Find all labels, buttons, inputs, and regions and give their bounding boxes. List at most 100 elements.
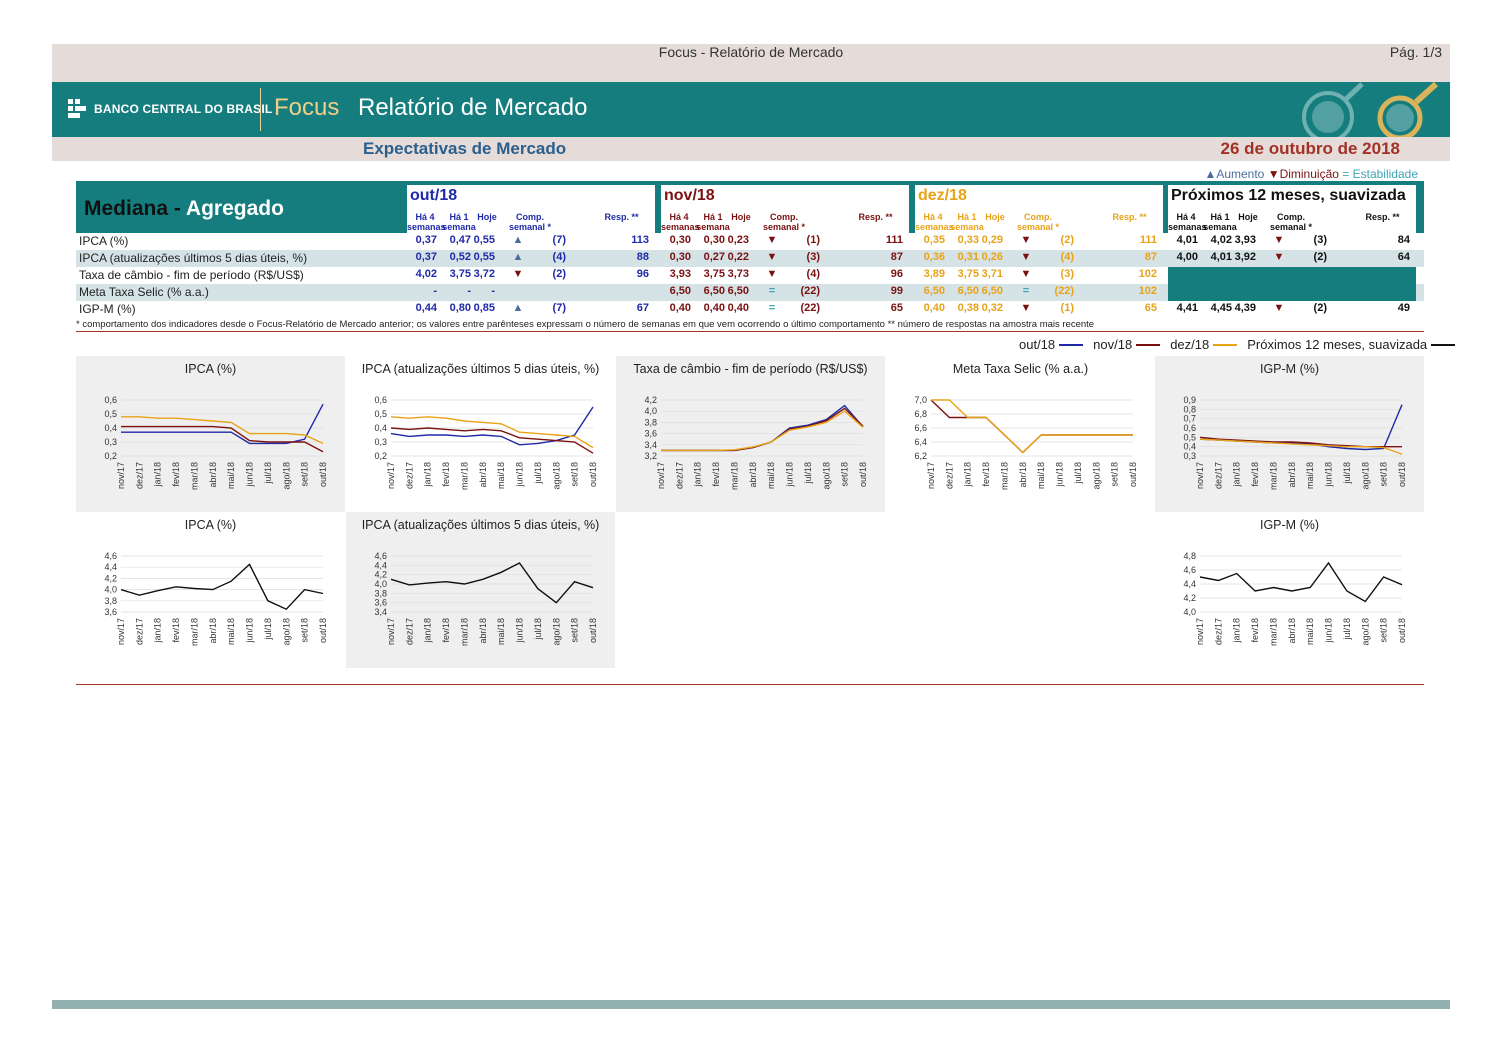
y-tick-label: 3,4 bbox=[644, 440, 657, 450]
series-line bbox=[931, 399, 1133, 454]
cell: 0,37 bbox=[415, 251, 437, 263]
cell: 111 bbox=[1139, 234, 1157, 246]
title-aggregate: Agregado bbox=[185, 197, 284, 220]
cell: 0,29 bbox=[981, 234, 1003, 246]
cell: 3,93 bbox=[669, 268, 691, 280]
x-tick-label: jun/18 bbox=[245, 462, 255, 488]
x-tick-label: jun/18 bbox=[1055, 462, 1065, 488]
x-tick-label: out/18 bbox=[318, 462, 328, 487]
x-tick-label: ago/18 bbox=[821, 462, 831, 490]
cell: 99 bbox=[890, 285, 903, 297]
focus-label: Focus bbox=[274, 94, 340, 121]
cell: 0,80 bbox=[449, 302, 471, 314]
cell: 0,40 bbox=[923, 302, 945, 314]
series-line bbox=[1199, 438, 1403, 455]
col-header-hoje: Hoje bbox=[477, 212, 497, 222]
legend-out: out/18 bbox=[1019, 337, 1056, 352]
y-tick-label: 4,2 bbox=[644, 395, 657, 405]
block-name: dez/18 bbox=[918, 187, 967, 204]
y-tick-label: 0,9 bbox=[1183, 395, 1196, 405]
cell: 0,36 bbox=[923, 251, 945, 263]
x-tick-label: mar/18 bbox=[459, 462, 469, 490]
cell: 4,01 bbox=[1176, 234, 1198, 246]
cell: (22) bbox=[1054, 285, 1074, 297]
y-tick-label: 4,6 bbox=[104, 551, 117, 561]
legend-dez-swatch bbox=[1213, 343, 1238, 346]
series-line bbox=[390, 562, 594, 604]
table-row: IPCA (%) 0,37 0,47 0,55 ▲ (7) 113 0,30 0,30 0,23 ▼… bbox=[76, 233, 1424, 250]
cell: ▼ bbox=[766, 268, 778, 280]
y-tick-label: 3,6 bbox=[104, 607, 117, 617]
page-header: Focus - Relatório de Mercado Pág. 1/3 bbox=[52, 44, 1450, 82]
cell: 0,35 bbox=[923, 234, 945, 246]
chart-panel: Taxa de câmbio - fim de período (R$/US$)… bbox=[616, 356, 885, 512]
cell: (4) bbox=[552, 251, 566, 263]
cell: ▼ bbox=[1020, 268, 1032, 280]
chart-panel: IPCA (atualizações últimos 5 dias úteis,… bbox=[346, 356, 615, 512]
cell: 0,31 bbox=[957, 251, 979, 263]
x-tick-label: mar/18 bbox=[1268, 618, 1278, 646]
cell: 6,50 bbox=[669, 285, 691, 297]
cell: (4) bbox=[806, 268, 820, 280]
x-tick-label: out/18 bbox=[588, 618, 598, 643]
y-tick-label: 6,2 bbox=[914, 451, 927, 461]
col-header-comp: Comp. semanal * bbox=[508, 212, 552, 232]
series-line bbox=[121, 425, 324, 453]
x-tick-label: fev/18 bbox=[711, 462, 721, 487]
x-tick-label: jan/18 bbox=[1232, 618, 1242, 644]
cell: - bbox=[467, 285, 471, 297]
x-tick-label: mar/18 bbox=[189, 618, 199, 646]
y-tick-label: 3,6 bbox=[374, 598, 387, 608]
cell: - bbox=[491, 285, 495, 297]
cell: 6,50 bbox=[727, 285, 749, 297]
x-tick-label: mar/18 bbox=[999, 462, 1009, 490]
block-4: Próximos 12 meses, suavizada Há 4 semanas… bbox=[1168, 185, 1416, 233]
col-header-h4: Há 4 semanas bbox=[1168, 212, 1207, 232]
cell: 0,26 bbox=[981, 251, 1003, 263]
x-tick-label: mai/18 bbox=[226, 462, 236, 489]
report-date: 26 de outubro de 2018 bbox=[1220, 139, 1401, 158]
table-body: IPCA (%) 0,37 0,47 0,55 ▲ (7) 113 0,30 0,30 0,23 ▼… bbox=[76, 233, 1424, 318]
x-tick-label: jul/18 bbox=[263, 462, 273, 485]
table-title: Mediana - Agregado bbox=[84, 197, 284, 221]
x-tick-label: abr/18 bbox=[748, 462, 758, 488]
block-name: out/18 bbox=[410, 187, 458, 204]
cell: 49 bbox=[1397, 302, 1410, 314]
table-row: Taxa de câmbio - fim de período (R$/US$)… bbox=[76, 267, 1424, 284]
y-tick-label: 4,4 bbox=[104, 562, 117, 572]
x-tick-label: jun/18 bbox=[515, 618, 525, 644]
x-tick-label: jan/18 bbox=[963, 462, 973, 488]
y-tick-label: 3,8 bbox=[104, 596, 117, 606]
y-tick-label: 0,4 bbox=[1183, 442, 1196, 452]
x-tick-label: fev/18 bbox=[171, 618, 181, 643]
legend-p12: Próximos 12 meses, suavizada bbox=[1247, 337, 1428, 352]
x-tick-label: jul/18 bbox=[1342, 462, 1352, 485]
chart-panel: IGP-M (%) 4,8 4,6 4,4 4,2 4,0 nov/17 dez/17 jan/… bbox=[1155, 512, 1424, 668]
y-tick-label: 6,6 bbox=[914, 423, 927, 433]
bank-name: BANCO CENTRAL DO BRASIL bbox=[94, 102, 273, 116]
y-tick-label: 4,6 bbox=[1183, 565, 1196, 575]
x-tick-label: mai/18 bbox=[766, 462, 776, 489]
row-label: Meta Taxa Selic (% a.a.) bbox=[79, 285, 209, 299]
y-tick-label: 0,5 bbox=[374, 409, 387, 419]
x-tick-label: out/18 bbox=[1397, 618, 1407, 643]
cell: 3,75 bbox=[449, 268, 471, 280]
x-tick-label: mai/18 bbox=[226, 618, 236, 645]
cell: (2) bbox=[1060, 234, 1074, 246]
col-header-h4: Há 4 semanas bbox=[407, 212, 446, 232]
x-tick-label: jan/18 bbox=[153, 618, 163, 644]
col-header-comp: Comp. semanal * bbox=[1269, 212, 1313, 232]
x-tick-label: set/18 bbox=[300, 462, 310, 487]
series-line bbox=[390, 406, 594, 446]
cell: 102 bbox=[1138, 285, 1157, 297]
x-tick-label: ago/18 bbox=[1360, 462, 1370, 490]
y-tick-label: 0,4 bbox=[104, 423, 117, 433]
block-name: nov/18 bbox=[664, 187, 715, 204]
x-tick-label: dez/17 bbox=[404, 618, 414, 645]
series-line bbox=[121, 403, 324, 445]
cell: 88 bbox=[636, 251, 649, 263]
cell: 87 bbox=[890, 251, 903, 263]
chart-title: IGP-M (%) bbox=[1259, 518, 1320, 532]
